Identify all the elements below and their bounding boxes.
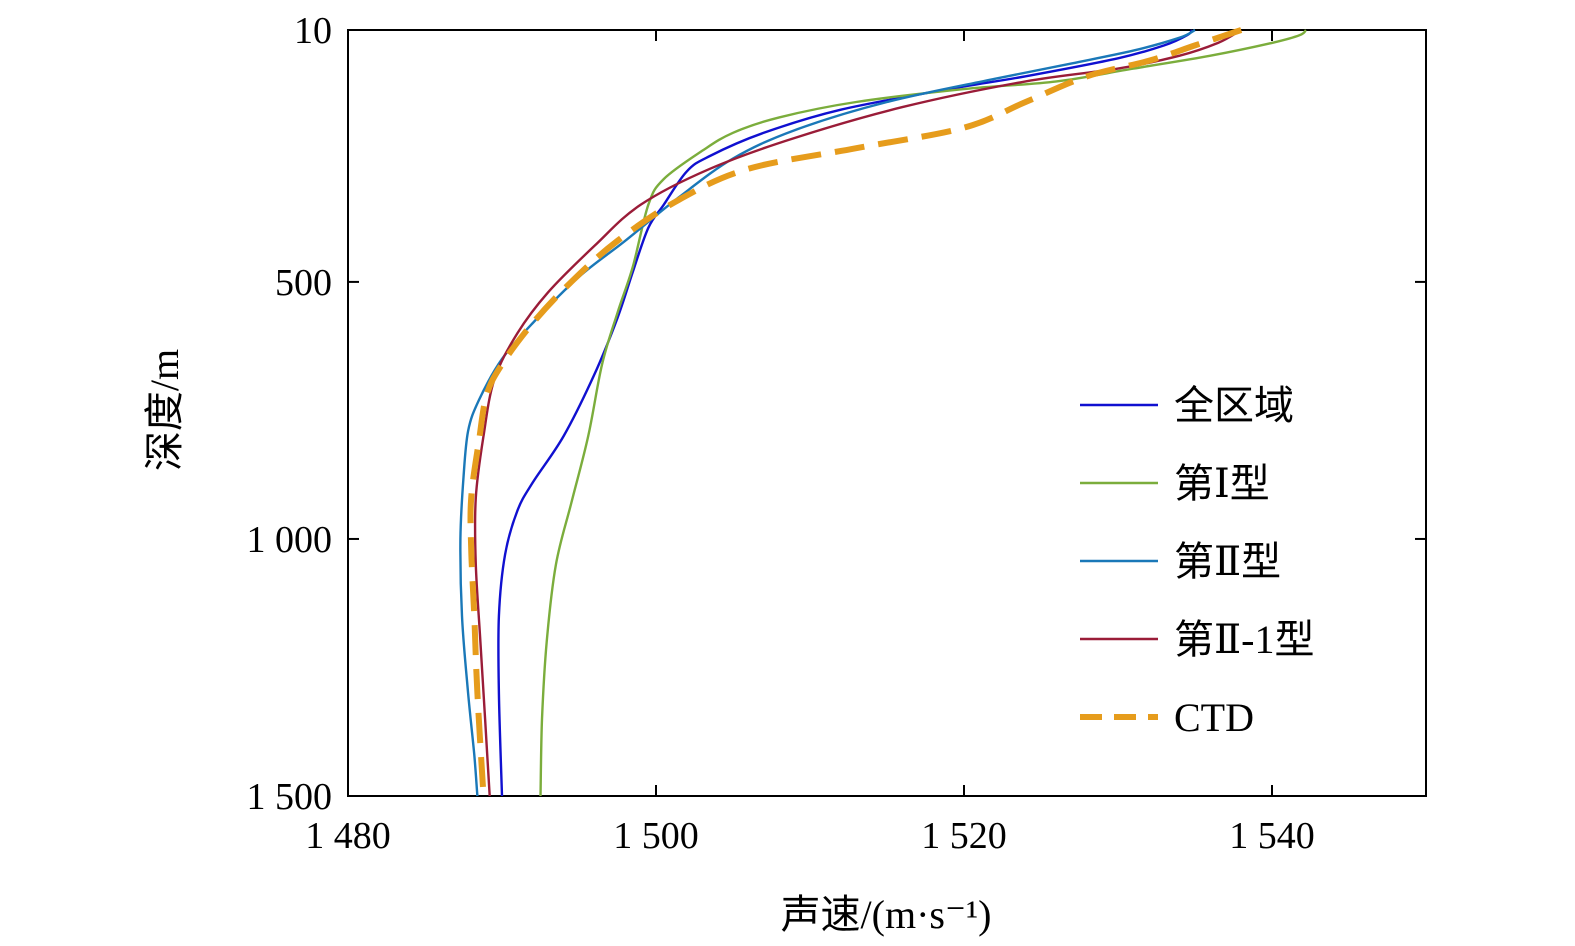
legend-label: 第Ⅰ型 [1174,461,1270,506]
series-group [459,27,1307,797]
y-tick-label: 10 [294,10,332,52]
series-line [539,29,1307,797]
x-axis-label: 声速/(m·s⁻¹) [781,892,992,937]
plot-frame-group [347,29,1427,797]
legend-label: 全区域 [1174,383,1294,428]
y-tick-label: 1 500 [247,776,333,818]
y-axis-label: 深度/m [142,349,187,471]
plot-frame [347,29,1427,797]
series-line [497,29,1193,797]
legend-label: 第Ⅱ型 [1174,539,1281,584]
x-tick-label: 1 520 [921,815,1007,857]
series-line [459,28,1196,797]
series-line [467,27,1243,797]
y-tick-label: 1 000 [247,519,333,561]
x-tick-label: 1 500 [613,815,699,857]
y-tick-label: 500 [275,262,332,304]
x-tick-label: 1 480 [305,815,391,857]
legend-label: 第Ⅱ-1型 [1174,617,1315,662]
legend-label: CTD [1174,695,1254,740]
x-tick-label: 1 540 [1229,815,1315,857]
